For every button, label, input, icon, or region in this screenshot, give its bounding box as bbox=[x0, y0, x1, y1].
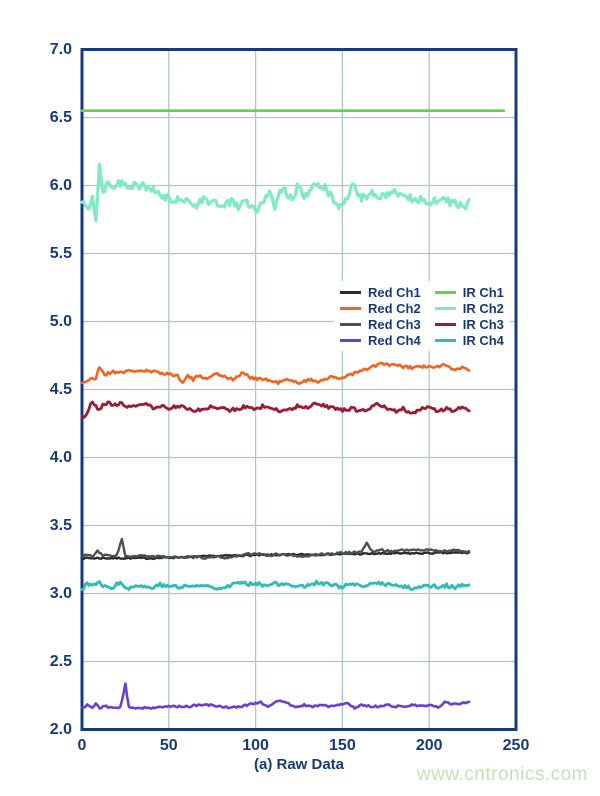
plot-border bbox=[80, 48, 518, 731]
series-line-red-ch2 bbox=[80, 361, 471, 386]
legend-swatch bbox=[340, 306, 361, 310]
legend-label: Red Ch2 bbox=[368, 300, 421, 316]
y-tick-label: 2.0 bbox=[49, 720, 72, 738]
series-line-red-ch1 bbox=[80, 551, 471, 561]
legend-label: Red Ch3 bbox=[368, 316, 421, 332]
x-tick-label: 250 bbox=[502, 737, 530, 754]
y-tick-label: 6.0 bbox=[49, 176, 72, 194]
legend-swatch bbox=[434, 290, 456, 294]
y-tick-label: 4.5 bbox=[49, 380, 72, 398]
y-tick-label: 6.5 bbox=[49, 108, 72, 126]
x-tick-label: 100 bbox=[242, 737, 269, 754]
legend-item: IR Ch2 bbox=[434, 300, 504, 316]
series-line-red-ch4 bbox=[80, 682, 471, 711]
legend-label: IR Ch2 bbox=[462, 300, 504, 316]
legend-item: Red Ch3 bbox=[340, 317, 421, 332]
series-line-ir-ch4 bbox=[80, 579, 471, 592]
series-line-ir-ch3 bbox=[80, 400, 471, 420]
legend-label: Red Ch1 bbox=[368, 284, 421, 300]
y-tick-label: 7.0 bbox=[49, 40, 72, 58]
legend-item: Red Ch1 bbox=[340, 285, 421, 300]
legend-item: IR Ch3 bbox=[434, 316, 504, 332]
y-tick-label: 2.5 bbox=[49, 652, 72, 670]
legend-label: IR Ch4 bbox=[462, 332, 504, 348]
watermark: www.cntronics.com bbox=[416, 764, 588, 785]
y-tick-label: 3.0 bbox=[49, 584, 72, 602]
legend-label: IR Ch3 bbox=[462, 316, 504, 332]
y-tick-label: 4.0 bbox=[49, 448, 72, 466]
y-tick-label: 3.5 bbox=[49, 516, 72, 534]
legend-swatch bbox=[340, 338, 361, 342]
x-tick-label: 50 bbox=[159, 737, 178, 754]
x-tick-label: 200 bbox=[415, 737, 443, 754]
x-tick-label: 0 bbox=[77, 737, 87, 754]
legend-item: Red Ch4 bbox=[340, 333, 421, 348]
legend-label: Red Ch4 bbox=[368, 332, 421, 348]
chart-legend: Red Ch1 Red Ch2 Red Ch3 Red Ch4 IR Ch1 IR Ch2… bbox=[334, 281, 510, 351]
legend-swatch bbox=[434, 322, 456, 326]
legend-swatch bbox=[340, 290, 361, 294]
legend-swatch bbox=[434, 338, 456, 342]
y-tick-label: 5.5 bbox=[49, 244, 72, 262]
legend-swatch bbox=[340, 322, 361, 326]
legend-item: IR Ch4 bbox=[434, 332, 504, 348]
chart-caption: (a) Raw Data bbox=[253, 756, 345, 773]
x-tick-label: 150 bbox=[329, 737, 356, 754]
y-tick-label: 5.0 bbox=[49, 312, 72, 330]
legend-label: IR Ch1 bbox=[462, 284, 504, 300]
legend-item: IR Ch1 bbox=[434, 284, 504, 300]
series-line-ir-ch2 bbox=[80, 162, 471, 223]
legend-item: Red Ch2 bbox=[340, 301, 421, 316]
legend-swatch bbox=[434, 306, 456, 310]
series-line-red-ch3 bbox=[80, 537, 471, 560]
